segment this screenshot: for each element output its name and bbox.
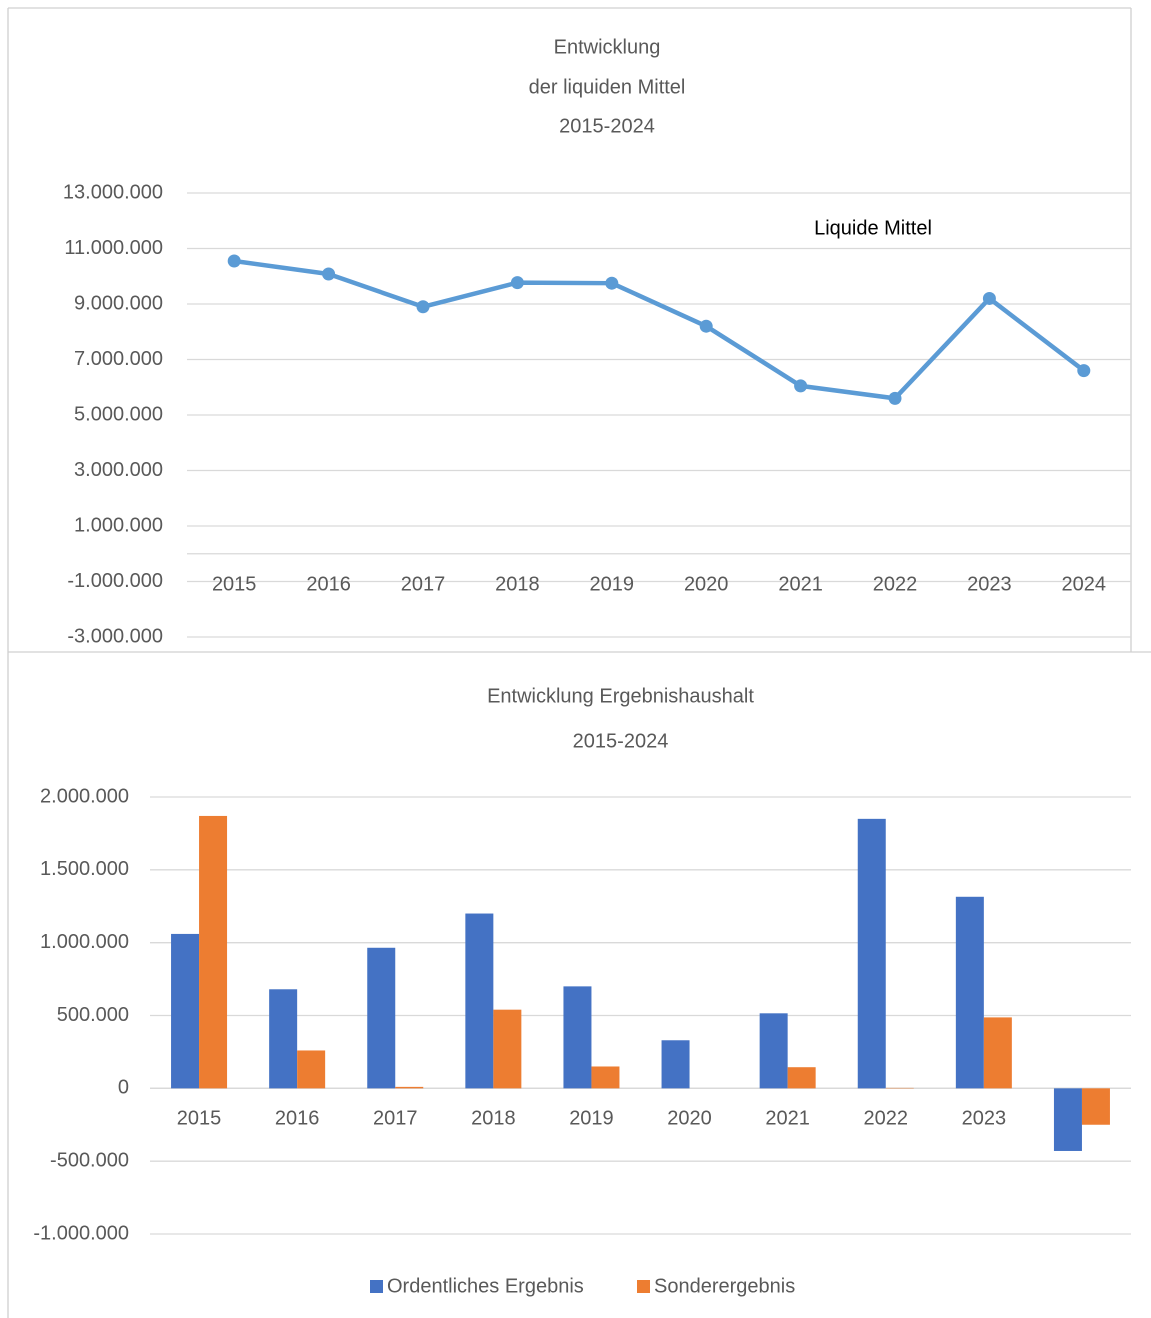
chart-title: Entwicklung [554,36,661,58]
y-tick-label: 5.000.000 [74,403,163,425]
x-tick-label: 2022 [864,1107,909,1129]
bar [591,1066,620,1089]
point [699,319,713,333]
y-tick-label: 0 [118,1077,129,1099]
bar [955,896,984,1089]
chart-title: Entwicklung Ergebnishaushalt [487,685,754,707]
point [416,300,430,314]
bar [199,815,228,1089]
chart-title: 2015-2024 [573,730,669,752]
x-tick-label: 2016 [275,1107,320,1129]
x-tick-label: 2022 [873,573,918,595]
y-tick-label: 13.000.000 [63,181,163,203]
bar [759,1013,788,1089]
bar [1053,1088,1082,1151]
y-tick-label: 500.000 [57,1004,129,1026]
legend-label: Liquide Mittel [814,217,932,239]
y-tick-label: -500.000 [50,1149,129,1171]
x-tick-label: 2015 [177,1107,222,1129]
chart-title: 2015-2024 [559,115,655,137]
y-tick-label: 7.000.000 [74,348,163,370]
x-tick-label: 2018 [495,573,540,595]
x-tick-label: 2017 [401,573,446,595]
x-tick-label: 2021 [778,573,823,595]
point [982,291,996,305]
bar [171,933,200,1089]
bar [367,947,396,1089]
y-tick-label: 2.000.000 [40,785,129,807]
bar [563,986,592,1089]
point [322,267,336,281]
y-tick-label: 1.000.000 [40,931,129,953]
legend-swatch [370,1280,383,1293]
y-tick-label: 9.000.000 [74,292,163,314]
x-tick-label: 2015 [212,573,257,595]
x-tick-label: 2023 [967,573,1012,595]
bar [493,1009,522,1089]
point [794,379,808,393]
x-tick-label: 2016 [306,573,351,595]
y-tick-label: 11.000.000 [64,237,163,259]
point [605,276,619,290]
y-tick-label: -1.000.000 [33,1222,129,1244]
x-tick-label: 2019 [569,1107,614,1129]
legend-swatch [637,1280,650,1293]
bar [1081,1088,1110,1125]
point [510,276,524,290]
x-tick-label: 2018 [471,1107,516,1129]
y-tick-label: -1.000.000 [67,570,163,592]
bar [269,989,298,1089]
bar [661,1040,690,1089]
bar [297,1050,326,1089]
x-tick-label: 2020 [667,1107,712,1129]
point [1077,364,1091,378]
bar [395,1086,424,1089]
bar [857,818,886,1089]
bar [787,1067,816,1089]
y-tick-label: 1.000.000 [74,514,163,536]
x-tick-label: 2023 [962,1107,1007,1129]
y-tick-label: 1.500.000 [40,858,129,880]
x-tick-label: 2020 [684,573,729,595]
y-tick-label: -3.000.000 [67,625,163,647]
line [233,258,1086,401]
x-tick-label: 2021 [765,1107,810,1129]
point [888,391,902,405]
chart-title: der liquiden Mittel [529,76,686,98]
point [227,254,241,268]
x-tick-label: 2019 [590,573,635,595]
x-tick-label: 2024 [1062,573,1107,595]
y-tick-label: 3.000.000 [74,459,163,481]
bar [465,913,494,1089]
x-tick-label: 2017 [373,1107,418,1129]
bar [983,1017,1012,1089]
legend-label: Ordentliches Ergebnis [387,1275,584,1297]
legend-label: Sonderergebnis [654,1275,795,1297]
